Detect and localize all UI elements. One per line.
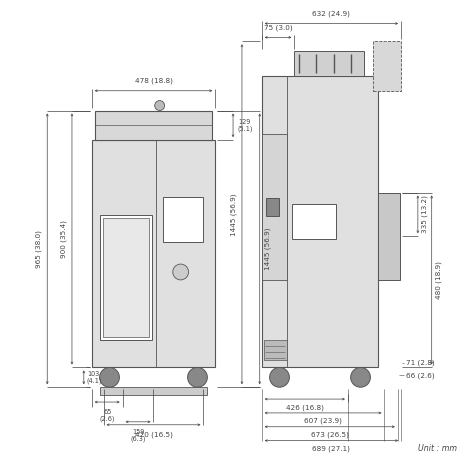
Bar bbox=[265, 198, 280, 216]
Bar bbox=[264, 340, 287, 360]
Text: 965 (38.0): 965 (38.0) bbox=[36, 230, 42, 268]
Text: 420 (16.5): 420 (16.5) bbox=[135, 432, 173, 438]
Text: 65
(2.6): 65 (2.6) bbox=[100, 409, 115, 422]
Bar bbox=[92, 140, 215, 367]
Text: Unit : mm: Unit : mm bbox=[419, 445, 457, 454]
Bar bbox=[100, 215, 152, 340]
Text: 129
(5.1): 129 (5.1) bbox=[238, 118, 254, 132]
Bar bbox=[262, 76, 378, 367]
Text: 607 (23.9): 607 (23.9) bbox=[304, 418, 342, 424]
Bar bbox=[378, 192, 400, 280]
Circle shape bbox=[351, 367, 370, 387]
Circle shape bbox=[173, 264, 189, 280]
Text: 75 (3.0): 75 (3.0) bbox=[264, 25, 292, 31]
Circle shape bbox=[188, 367, 207, 387]
Bar bbox=[262, 134, 287, 280]
Bar bbox=[95, 110, 212, 140]
Bar bbox=[102, 218, 148, 337]
Text: 66 (2.6): 66 (2.6) bbox=[406, 372, 435, 379]
Text: 103
(4.1): 103 (4.1) bbox=[87, 371, 102, 384]
Text: 689 (27.1): 689 (27.1) bbox=[312, 446, 350, 452]
Bar bbox=[100, 387, 207, 395]
Text: 1445 (56.9): 1445 (56.9) bbox=[230, 193, 237, 236]
Bar bbox=[292, 204, 337, 239]
Text: 900 (35.4): 900 (35.4) bbox=[61, 220, 67, 258]
Circle shape bbox=[270, 367, 290, 387]
Text: 426 (16.8): 426 (16.8) bbox=[286, 404, 324, 410]
Bar bbox=[374, 41, 401, 91]
Text: 1445 (56.9): 1445 (56.9) bbox=[264, 228, 271, 270]
Circle shape bbox=[155, 100, 164, 110]
Bar bbox=[164, 197, 203, 242]
Text: 335 (13.2): 335 (13.2) bbox=[422, 195, 428, 233]
Text: 159
(6.3): 159 (6.3) bbox=[130, 428, 146, 442]
Text: 478 (18.8): 478 (18.8) bbox=[135, 77, 173, 84]
Bar bbox=[294, 51, 365, 76]
Text: 71 (2.8): 71 (2.8) bbox=[406, 360, 435, 366]
Text: 673 (26.5): 673 (26.5) bbox=[311, 432, 349, 438]
Text: 480 (18.9): 480 (18.9) bbox=[436, 261, 442, 299]
Text: 632 (24.9): 632 (24.9) bbox=[312, 10, 350, 17]
Circle shape bbox=[100, 367, 119, 387]
